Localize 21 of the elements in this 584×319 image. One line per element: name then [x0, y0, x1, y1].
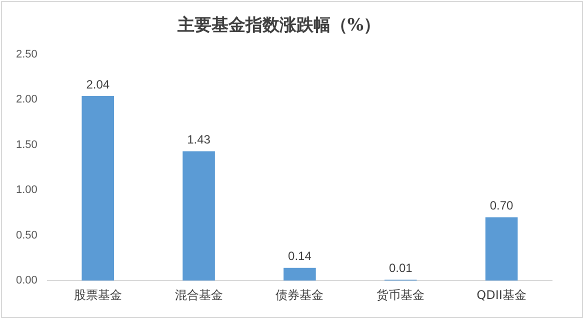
y-tick-label: 2.00 — [16, 94, 38, 106]
bar — [284, 268, 316, 281]
y-tick-label: 1.00 — [16, 184, 38, 196]
data-label: 0.01 — [388, 261, 413, 276]
x-tick-label: 货币基金 — [376, 288, 425, 302]
bar — [82, 96, 114, 281]
y-tick-label: 0.00 — [16, 274, 38, 287]
bar — [485, 217, 518, 281]
x-tick-label: 股票基金 — [74, 288, 122, 302]
x-tick-label: QDII基金 — [476, 288, 526, 302]
data-label: 1.43 — [187, 132, 211, 147]
data-label: 2.04 — [86, 77, 110, 92]
y-tick-label: 0.50 — [16, 229, 38, 242]
x-tick-label: 债券基金 — [276, 288, 324, 302]
y-tick-label: 1.50 — [16, 138, 38, 151]
data-label: 0.14 — [288, 249, 312, 264]
y-tick-label: 2.50 — [16, 48, 38, 60]
bar — [182, 151, 215, 281]
chart-title: 主要基金指数涨跌幅（%） — [176, 16, 381, 36]
x-tick-label: 混合基金 — [174, 288, 223, 302]
data-label: 0.70 — [490, 198, 514, 213]
